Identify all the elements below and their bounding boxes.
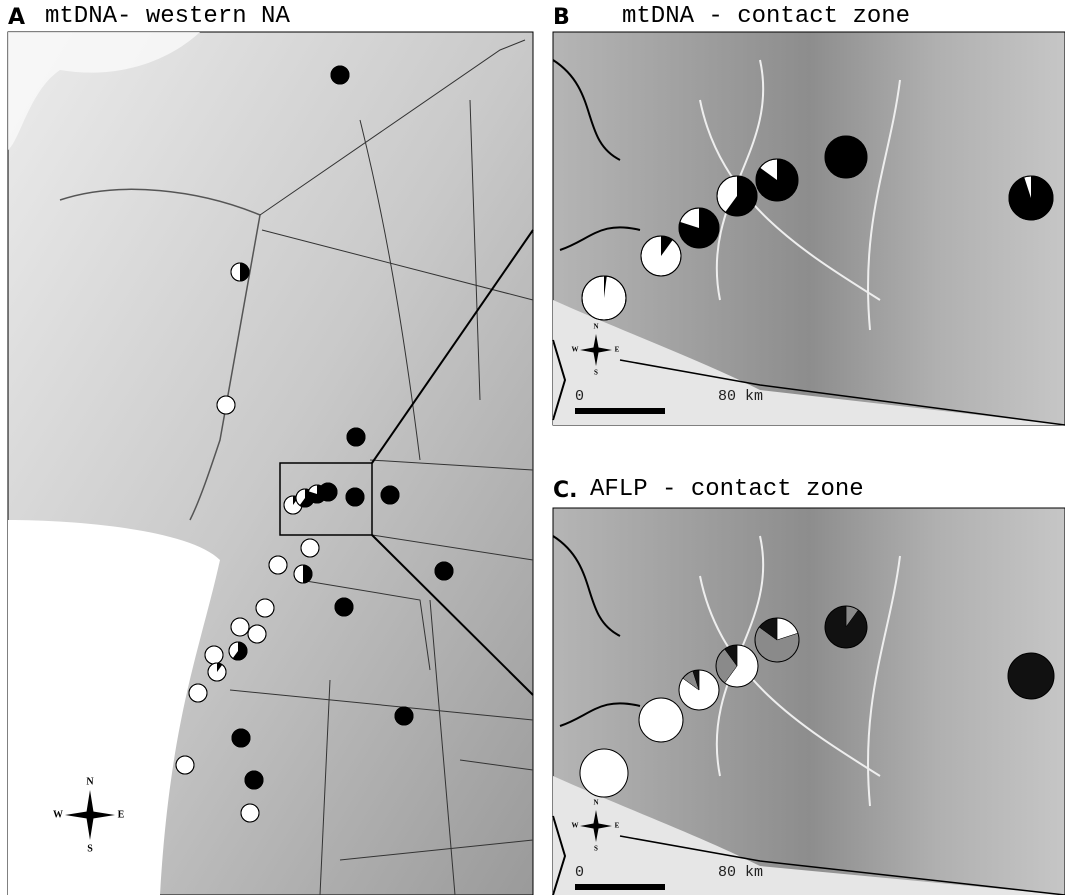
figure: A mtDNA- western NA B mtDNA - contact zo… <box>0 0 1065 895</box>
compass-label: S <box>594 369 598 377</box>
compass-label: W <box>572 822 579 830</box>
pie <box>641 236 681 276</box>
panel-letter: B <box>553 5 570 30</box>
pie <box>231 618 249 636</box>
pie <box>319 483 337 501</box>
pie <box>241 804 259 822</box>
panel-title: mtDNA- western NA <box>45 3 290 30</box>
pie <box>189 684 207 702</box>
pie <box>208 663 226 681</box>
pie <box>717 176 757 216</box>
pie <box>679 670 719 710</box>
panel-title: AFLP - contact zone <box>590 476 864 503</box>
compass-label: W <box>53 809 63 820</box>
pie <box>232 729 250 747</box>
pie <box>294 565 312 583</box>
pie <box>301 539 319 557</box>
compass-label: E <box>118 809 125 820</box>
pie <box>580 749 628 797</box>
pie <box>331 66 349 84</box>
map-a <box>8 32 533 895</box>
map-b <box>553 32 1065 425</box>
pie <box>582 276 626 320</box>
pie <box>679 208 719 248</box>
compass-label: E <box>615 346 620 354</box>
pie <box>1008 653 1054 699</box>
pie <box>256 599 274 617</box>
pie <box>825 606 867 648</box>
pie <box>231 263 249 281</box>
pie <box>229 642 247 660</box>
pie <box>248 625 266 643</box>
pie <box>335 598 353 616</box>
pie <box>176 756 194 774</box>
pie <box>205 646 223 664</box>
compass-label: S <box>594 845 598 853</box>
pie <box>217 396 235 414</box>
compass-label: W <box>572 346 579 354</box>
compass-label: S <box>87 843 93 854</box>
pie <box>347 428 365 446</box>
pie <box>435 562 453 580</box>
pie <box>381 486 399 504</box>
compass-label: N <box>86 776 94 787</box>
compass-label: N <box>593 323 598 331</box>
pie <box>639 698 683 742</box>
panel-letter: C. <box>553 478 578 503</box>
scale-label: 80 km <box>718 864 763 881</box>
pie <box>245 771 263 789</box>
scale-label: 0 <box>575 388 584 405</box>
panel-title: mtDNA - contact zone <box>622 3 910 30</box>
pie <box>395 707 413 725</box>
map-c <box>553 508 1065 895</box>
pie <box>1009 176 1053 220</box>
compass-label: E <box>615 822 620 830</box>
pie <box>755 618 799 662</box>
pie <box>716 645 758 687</box>
panel-letter: A <box>8 5 25 30</box>
scale-label: 80 km <box>718 388 763 405</box>
pie <box>346 488 364 506</box>
pie <box>269 556 287 574</box>
scale-label: 0 <box>575 864 584 881</box>
pie <box>825 136 867 178</box>
pie <box>756 159 798 201</box>
compass-label: N <box>593 799 598 807</box>
